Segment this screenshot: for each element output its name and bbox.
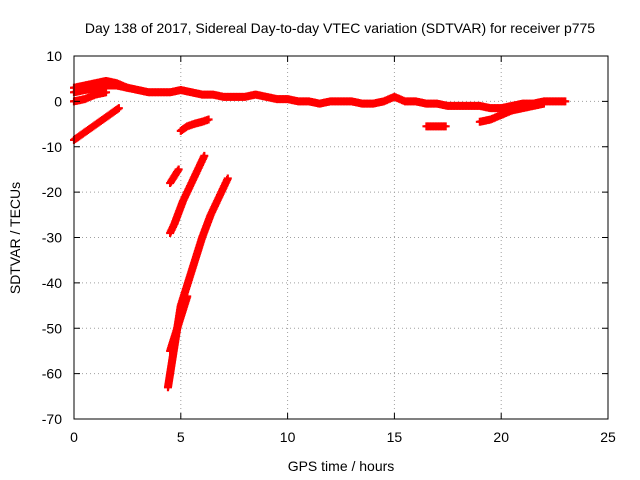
chart-title: Day 138 of 2017, Sidereal Day-to-day VTE… [85,20,595,36]
series-main-top [70,76,570,113]
data-point [441,122,450,131]
data-point [114,104,123,113]
x-tick-label: 10 [280,429,296,445]
series-short-steep [166,165,183,188]
series-mid-small [176,115,213,135]
data-point [223,174,232,183]
x-tick-label: 5 [177,429,185,445]
x-tick-label: 15 [387,429,403,445]
x-tick-label: 20 [493,429,509,445]
series-left-rising [70,104,123,144]
series-late-rising [475,99,548,126]
y-tick-label: -20 [42,184,62,200]
y-tick-label: -50 [42,320,62,336]
y-tick-label: 0 [54,93,62,109]
data-points-layer [70,76,570,392]
y-axis-label: SDTVAR / TECUs [7,182,23,294]
series-flat-segment [422,122,450,131]
series-steep-3 [166,292,192,355]
y-tick-label: -40 [42,275,62,291]
x-tick-label: 0 [70,429,78,445]
data-point [102,88,111,97]
series-upper-arc-b [70,88,111,106]
data-point [123,83,132,92]
y-tick-label: -10 [42,139,62,155]
y-tick-label: -30 [42,230,62,246]
data-point [204,115,213,124]
data-point [200,151,209,160]
data-point [561,97,570,106]
x-tick-label: 25 [600,429,616,445]
y-tick-label: 10 [46,48,62,64]
axis-layer: 0 5 10 15 20 25 10 0 -10 -20 -30 -40 -50 -60 -70 [42,48,616,445]
y-tick-label: -70 [42,411,62,427]
data-point [174,165,183,174]
series-steep-1 [166,151,209,237]
series-upper-arc-a [70,81,132,97]
data-point [183,292,192,301]
x-axis-label: GPS time / hours [288,458,395,474]
y-tick-label: -60 [42,366,62,382]
data-point [539,99,548,108]
